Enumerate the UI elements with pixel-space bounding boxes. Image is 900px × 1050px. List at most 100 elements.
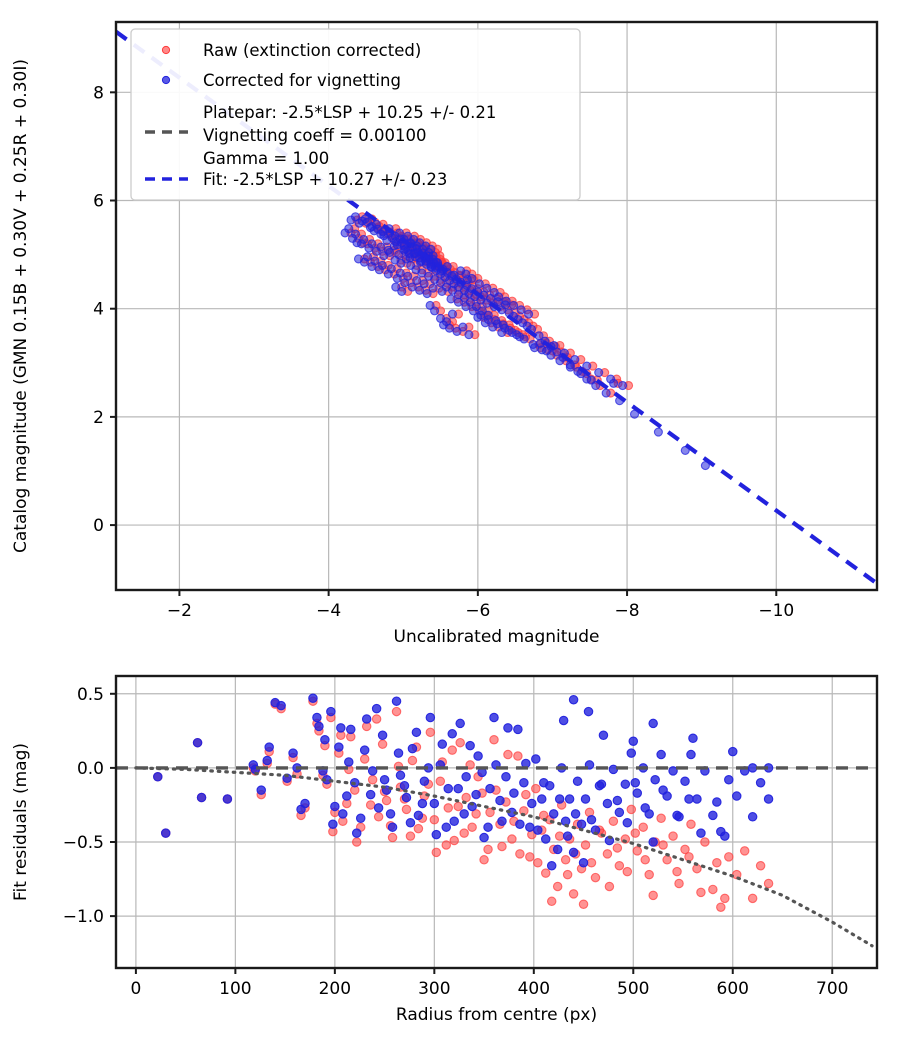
scatter-point <box>728 746 738 757</box>
scatter-point <box>336 723 346 733</box>
scatter-point <box>367 775 378 785</box>
scatter-point <box>431 847 442 858</box>
scatter-point <box>447 745 457 755</box>
axes-frame <box>114 674 879 970</box>
scatter-point <box>501 296 511 306</box>
scatter-point <box>351 837 362 847</box>
scatter-point <box>485 807 495 818</box>
scatter-point <box>680 844 690 855</box>
y-tick-label: 8 <box>93 83 104 103</box>
scatter-point <box>672 866 682 877</box>
scatter-point <box>452 326 462 336</box>
scatter-point <box>476 310 486 320</box>
scatter-point <box>367 239 377 249</box>
scatter-point <box>441 822 452 832</box>
scatter-point <box>656 813 666 824</box>
scatter-point <box>352 238 362 248</box>
scatter-point <box>367 261 377 272</box>
scatter-point <box>712 858 722 868</box>
scatter-point <box>521 789 531 800</box>
x-tick-label: 400 <box>518 979 550 999</box>
scatter-point <box>507 327 517 338</box>
scatter-point <box>385 809 396 819</box>
y-tick-label: −1.0 <box>63 907 104 927</box>
scatter-point <box>483 844 493 855</box>
scatter-point <box>658 840 668 850</box>
scatter-point <box>361 714 372 724</box>
magnitude-fit-panel: −2 −4 −6 −8 −10 0 2 4 6 8 Uncalibrated magnitude Ca… <box>11 20 879 647</box>
scatter-point <box>312 712 322 723</box>
scatter-point <box>465 760 475 770</box>
scatter-point <box>342 791 352 801</box>
scatter-point <box>399 780 410 791</box>
scatter-point <box>516 305 526 315</box>
scatter-point <box>410 248 420 259</box>
scatter-point <box>354 218 364 228</box>
scatter-point <box>447 285 458 295</box>
axis-ticks: −2 −4 −6 −8 −10 0 2 4 6 8 <box>93 83 794 621</box>
scatter-point <box>377 730 388 741</box>
scatter-point <box>700 837 710 847</box>
legend-label-corrected: Corrected for vignetting <box>203 71 401 90</box>
scatter-point <box>570 809 581 819</box>
scatter-point <box>555 356 565 366</box>
legend-label-platepar-line1: Platepar: -2.5*LSP + 10.25 +/- 0.21 <box>203 103 496 122</box>
scatter-point <box>471 809 481 819</box>
scatter-point <box>467 273 477 283</box>
scatter-point <box>582 361 592 371</box>
scatter-point <box>365 789 376 800</box>
scatter-point <box>344 757 354 767</box>
x-tick-label: 500 <box>617 979 649 999</box>
scatter-point <box>606 374 616 384</box>
scatter-point <box>417 798 428 809</box>
scatter-point <box>546 896 557 907</box>
scatter-point <box>533 858 543 868</box>
scatter-point <box>684 852 694 862</box>
scatter-point <box>365 800 376 810</box>
scatter-point <box>461 269 471 279</box>
scatter-point <box>524 309 534 319</box>
x-tick-label: 0 <box>130 979 141 999</box>
scatter-point <box>529 343 540 353</box>
scatter-point <box>425 712 436 723</box>
scatter-point <box>656 749 666 760</box>
x-tick-label: −2 <box>167 601 192 621</box>
scatter-point <box>576 819 587 829</box>
scatter-point <box>590 872 601 883</box>
scatter-point <box>583 706 594 717</box>
scatter-point <box>503 723 513 733</box>
scatter-point <box>350 229 361 239</box>
scatter-point <box>620 779 631 789</box>
x-tick-label: 600 <box>717 979 749 999</box>
scatter-point <box>552 881 563 892</box>
scatter-point <box>612 843 623 853</box>
scatter-point <box>509 300 519 311</box>
scatter-point <box>763 794 774 804</box>
scatter-point <box>622 817 633 828</box>
scatter-point <box>650 775 660 785</box>
scatter-point <box>507 834 517 844</box>
scatter-point <box>684 794 694 804</box>
scatter-point <box>330 801 340 812</box>
y-tick-label: 6 <box>93 192 104 212</box>
scatter-point <box>672 810 682 821</box>
scatter-point <box>389 241 399 251</box>
scatter-point <box>422 289 432 299</box>
scatter-point <box>720 831 730 841</box>
scatter-point <box>411 727 422 738</box>
scatter-point <box>538 777 549 788</box>
scatter-point <box>562 831 573 841</box>
scatter-point <box>626 804 637 815</box>
scatter-point <box>630 828 641 838</box>
legend-marker-raw <box>161 45 171 55</box>
scatter-point <box>447 729 457 739</box>
scatter-point <box>393 748 404 758</box>
scatter-point <box>196 792 207 803</box>
scatter-point <box>489 734 499 745</box>
scatter-point <box>447 309 458 319</box>
scatter-point <box>554 831 565 841</box>
scatter-point <box>387 822 398 832</box>
scatter-point <box>686 819 696 829</box>
scatter-point <box>264 742 274 752</box>
legend-label-platepar-line3: Gamma = 1.00 <box>203 149 329 168</box>
